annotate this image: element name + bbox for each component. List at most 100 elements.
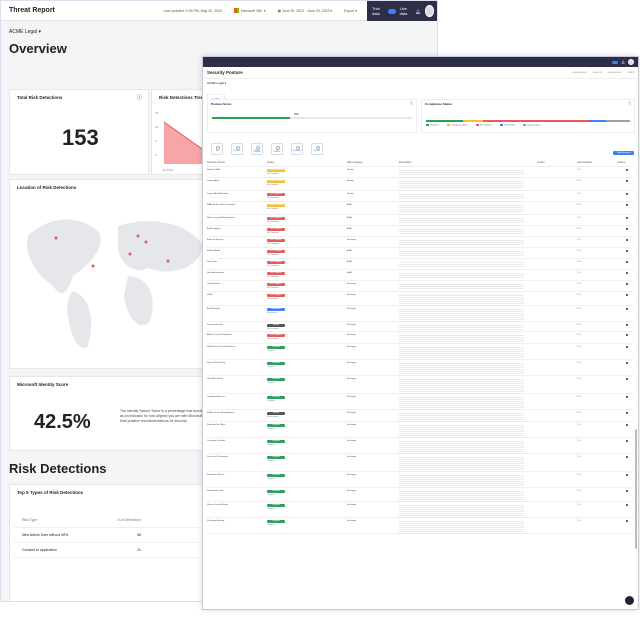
row-arrows-icon[interactable]: ⇅ ⇅ bbox=[577, 324, 581, 326]
row-arrows-icon[interactable]: ⇅ ⇅ bbox=[577, 204, 581, 206]
table-row[interactable]: Mobile Device Management Ignored Risk acce… bbox=[207, 410, 634, 422]
row-menu-icon[interactable] bbox=[626, 261, 628, 263]
row-menu-icon[interactable] bbox=[626, 346, 628, 348]
chat-icon[interactable] bbox=[625, 596, 634, 605]
tenant-select[interactable]: Microsoft 365 ▾ bbox=[233, 8, 266, 13]
front-org-select[interactable]: ACME Legal ▾ bbox=[207, 81, 227, 85]
row-arrows-icon[interactable]: ⇅ ⇅ bbox=[577, 261, 581, 263]
row-menu-icon[interactable] bbox=[626, 334, 628, 336]
row-arrows-icon[interactable]: ⇅ ⇅ bbox=[577, 520, 581, 522]
table-row[interactable]: Guest Access Not Compliant Not Compliant Ex… bbox=[207, 281, 634, 292]
col-status[interactable]: Status bbox=[267, 161, 275, 164]
row-arrows-icon[interactable]: ⇅ ⇅ bbox=[577, 396, 581, 398]
row-arrows-icon[interactable]: ⇅ ⇅ bbox=[577, 272, 581, 274]
table-row[interactable]: Defender for Office Compliant Compliant Exc… bbox=[207, 422, 634, 438]
row-arrows-icon[interactable]: ⇅ ⇅ bbox=[577, 334, 581, 336]
row-menu-icon[interactable] bbox=[626, 456, 628, 458]
table-row[interactable]: New Admin User without MFA 68 bbox=[14, 528, 199, 543]
row-menu-icon[interactable] bbox=[626, 396, 628, 398]
table-row[interactable]: DKIM Not Compliant Not Compliant Exchange ⇅ … bbox=[207, 292, 634, 306]
row-menu-icon[interactable] bbox=[626, 204, 628, 206]
filter-chip-all[interactable]: All bbox=[211, 143, 223, 155]
table-row[interactable]: Audit Logging Not Compliant Not Compliant A… bbox=[207, 226, 634, 237]
table-row[interactable]: Secure Score Review Compliant Compliant Exc… bbox=[207, 502, 634, 518]
row-menu-icon[interactable] bbox=[626, 362, 628, 364]
info-icon[interactable]: ⓘ bbox=[136, 95, 142, 101]
row-arrows-icon[interactable]: ⇅ ⇅ bbox=[577, 239, 581, 241]
row-arrows-icon[interactable]: ⇅ ⇅ bbox=[577, 169, 581, 171]
row-arrows-icon[interactable]: ⇅ ⇅ bbox=[577, 474, 581, 476]
row-arrows-icon[interactable]: ⇅ ⇅ bbox=[577, 250, 581, 252]
col-description[interactable]: Description bbox=[399, 161, 412, 164]
date-range-select[interactable]: ▦ June 20, 2022 - June 20, 2023 ▾ bbox=[277, 8, 333, 13]
front-avatar[interactable] bbox=[628, 59, 634, 65]
export-button[interactable]: Export ▾ bbox=[344, 8, 357, 13]
row-arrows-icon[interactable]: ⇅ ⇅ bbox=[577, 440, 581, 442]
row-arrows-icon[interactable]: ⇅ ⇅ bbox=[577, 294, 581, 296]
row-menu-icon[interactable] bbox=[626, 424, 628, 426]
row-arrows-icon[interactable]: ⇅ ⇅ bbox=[577, 180, 581, 182]
col-impact[interactable]: Impact bbox=[537, 161, 545, 164]
row-menu-icon[interactable] bbox=[626, 180, 628, 182]
row-menu-icon[interactable] bbox=[626, 272, 628, 274]
filter-chip-ignored[interactable]: Ignored bbox=[311, 143, 323, 155]
front-export-button[interactable]: ▭▭ ▾ bbox=[627, 71, 634, 74]
col-category[interactable]: Risk Category bbox=[347, 161, 363, 164]
row-menu-icon[interactable] bbox=[626, 324, 628, 326]
org-select[interactable]: ACME Legal ▾ bbox=[9, 29, 41, 35]
bell-icon[interactable]: 🔔︎ bbox=[415, 8, 421, 14]
row-menu-icon[interactable] bbox=[626, 294, 628, 296]
filter-chip-remediated[interactable]: Remediated bbox=[291, 143, 303, 155]
table-row[interactable]: Consent to application 21 bbox=[14, 543, 199, 558]
row-menu-icon[interactable] bbox=[626, 308, 628, 310]
table-row[interactable]: Password Policy Ignored Risk accepted Excha… bbox=[207, 322, 634, 332]
row-arrows-icon[interactable]: ⇅ ⇅ bbox=[577, 490, 581, 492]
table-row[interactable]: Legacy Auth Partially Compliant Not Compli… bbox=[207, 178, 634, 191]
row-menu-icon[interactable] bbox=[626, 474, 628, 476]
row-arrows-icon[interactable]: ⇅ ⇅ bbox=[577, 456, 581, 458]
filter-chip-not-compliant[interactable]: Not Compliant bbox=[271, 143, 283, 155]
table-row[interactable]: Data Loss Prevention Compliant Compliant Ex… bbox=[207, 454, 634, 472]
avatar[interactable] bbox=[424, 5, 434, 17]
row-menu-icon[interactable] bbox=[626, 504, 628, 506]
table-row[interactable]: Require MFA Partially Compliant Not Compli… bbox=[207, 167, 634, 178]
table-row[interactable]: Sign-in Risk Policy Compliant Compliant Exc… bbox=[207, 360, 634, 376]
row-arrows-icon[interactable]: ⇅ ⇅ bbox=[577, 362, 581, 364]
row-menu-icon[interactable] bbox=[626, 412, 628, 414]
row-arrows-icon[interactable]: ⇅ ⇅ bbox=[577, 308, 581, 310]
row-arrows-icon[interactable]: ⇅ ⇅ bbox=[577, 217, 581, 219]
table-row[interactable]: Customer Lockbox Compliant Compliant Exchan… bbox=[207, 438, 634, 454]
table-row[interactable]: External Sharing Not Compliant Not Complia… bbox=[207, 237, 634, 248]
row-menu-icon[interactable] bbox=[626, 193, 628, 195]
row-arrows-icon[interactable]: ⇅ ⇅ bbox=[577, 378, 581, 380]
table-row[interactable]: Self-Service Password Reset Compliant Comp… bbox=[207, 344, 634, 360]
front-live-toggle[interactable] bbox=[612, 60, 619, 64]
table-row[interactable]: Admin Consent Workflow Not Compliant Not C… bbox=[207, 332, 634, 344]
row-menu-icon[interactable] bbox=[626, 169, 628, 171]
table-row[interactable]: User Risk Policy Compliant Compliant Exchan… bbox=[207, 376, 634, 394]
row-menu-icon[interactable] bbox=[626, 283, 628, 285]
col-updated[interactable]: Last Updated bbox=[577, 161, 592, 164]
row-menu-icon[interactable] bbox=[626, 490, 628, 492]
front-bell-icon[interactable]: 🔔︎ bbox=[621, 60, 625, 64]
row-menu-icon[interactable] bbox=[626, 228, 628, 230]
table-row[interactable]: MFA Not Set Data Privileged Partially Com… bbox=[207, 202, 634, 215]
table-row[interactable]: Conditional Access Compliant Compliant Exch… bbox=[207, 394, 634, 410]
row-menu-icon[interactable] bbox=[626, 250, 628, 252]
row-arrows-icon[interactable]: ⇅ ⇅ bbox=[577, 424, 581, 426]
row-menu-icon[interactable] bbox=[626, 239, 628, 241]
front-tenant-select[interactable]: ▭▭▭ ▾ bbox=[592, 71, 602, 74]
table-row[interactable]: Block Legacy Authentication Not Compliant… bbox=[207, 215, 634, 226]
filter-chip-partial[interactable]: Partially Compliant bbox=[251, 143, 263, 155]
col-actions[interactable]: Actions bbox=[617, 161, 626, 164]
table-row[interactable]: Safe Attachments Not Compliant Not Complia… bbox=[207, 270, 634, 281]
row-arrows-icon[interactable]: ⇅ ⇅ bbox=[577, 193, 581, 195]
table-row[interactable]: Sensitivity Labels Compliant Compliant Exch… bbox=[207, 488, 634, 502]
filter-chip-compliant[interactable]: Compliant bbox=[231, 143, 243, 155]
col-control[interactable]: Security Control bbox=[207, 161, 225, 164]
row-menu-icon[interactable] bbox=[626, 378, 628, 380]
row-arrows-icon[interactable]: ⇅ ⇅ bbox=[577, 228, 581, 230]
table-row[interactable]: Privileged Identity Compliant Compliant Exc… bbox=[207, 518, 634, 534]
table-row[interactable]: Legacy Auth Blocking Not Compliant Not Com… bbox=[207, 191, 634, 202]
row-arrows-icon[interactable]: ⇅ ⇅ bbox=[577, 504, 581, 506]
